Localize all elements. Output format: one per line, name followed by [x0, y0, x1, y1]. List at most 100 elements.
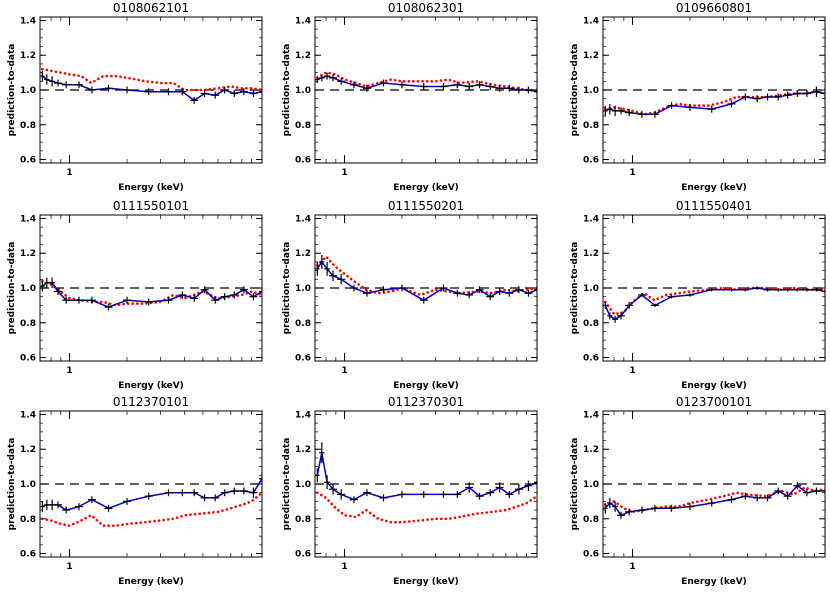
x-tick-label: 1 — [629, 562, 635, 572]
plot-data — [603, 86, 825, 118]
y-tick-label: 0.6 — [583, 550, 599, 560]
x-tick-label: 1 — [66, 366, 72, 376]
y-tick-label: 1.2 — [295, 51, 311, 61]
chart-title: 0111550401 — [676, 199, 752, 213]
model-series-line — [40, 67, 262, 92]
x-tick-label: 1 — [341, 168, 347, 178]
model-series-line — [40, 491, 262, 528]
data-series-line — [604, 287, 825, 321]
chart-title: 0112370301 — [388, 395, 464, 409]
data-series-line — [604, 484, 825, 517]
y-tick-label: 1.4 — [20, 410, 36, 420]
model-series-line — [40, 279, 262, 307]
x-tick-label: 1 — [341, 562, 347, 572]
y-axis-label: prediction-to-data — [570, 242, 580, 335]
y-tick-label: 1.0 — [295, 86, 311, 96]
y-axis-label: prediction-to-data — [7, 44, 17, 137]
y-tick-label: 1.4 — [583, 410, 599, 420]
x-axis-label: Energy (keV) — [118, 381, 184, 391]
x-tick-label: 1 — [629, 366, 635, 376]
y-tick-label: 1.2 — [583, 445, 599, 455]
x-tick-label: 1 — [66, 562, 72, 572]
y-tick-label: 1.0 — [20, 284, 36, 294]
y-tick-label: 0.8 — [583, 319, 599, 329]
data-series-line — [316, 452, 537, 501]
model-series-line — [315, 254, 537, 297]
plot-data — [315, 442, 537, 524]
x-tick-label: 1 — [629, 168, 635, 178]
y-tick-label: 0.6 — [20, 354, 36, 364]
y-tick-label: 1.0 — [20, 480, 36, 490]
plot-data — [315, 71, 537, 96]
chart-panel-5: 0111550201 0.6 0.8 1.0 1.2 1.4 1 Energy (keV) pr… — [282, 199, 538, 391]
chart-title: 0108062301 — [388, 1, 464, 15]
x-axis-label: Energy (keV) — [118, 577, 184, 587]
x-axis-label: Energy (keV) — [681, 381, 747, 391]
y-axis-label: prediction-to-data — [282, 438, 292, 531]
y-tick-label: 1.4 — [295, 214, 311, 224]
y-tick-label: 1.2 — [295, 249, 311, 259]
y-tick-label: 1.4 — [295, 410, 311, 420]
x-tick-label: 1 — [66, 168, 72, 178]
y-tick-label: 0.8 — [583, 121, 599, 131]
y-tick-label: 0.6 — [20, 156, 36, 166]
y-tick-label: 0.8 — [295, 121, 311, 131]
y-tick-label: 1.2 — [583, 249, 599, 259]
y-tick-label: 1.0 — [583, 284, 599, 294]
y-axis-label: prediction-to-data — [282, 44, 292, 137]
chart-panel-9: 0123700101 0.6 0.8 1.0 1.2 1.4 1 Energy (keV) pr… — [570, 395, 826, 587]
y-tick-label: 1.2 — [20, 445, 36, 455]
y-tick-label: 0.6 — [295, 354, 311, 364]
chart-panel-2: 0108062301 0.6 0.8 1.0 1.2 1.4 1 Energy (keV) pr… — [282, 1, 538, 193]
y-tick-label: 1.4 — [20, 214, 36, 224]
y-tick-label: 0.8 — [295, 319, 311, 329]
y-tick-label: 1.0 — [583, 480, 599, 490]
y-tick-label: 0.8 — [583, 515, 599, 525]
y-axis-label: prediction-to-data — [282, 242, 292, 335]
chart-panel-3: 0109660801 0.6 0.8 1.0 1.2 1.4 1 Energy (keV) pr… — [570, 1, 826, 193]
data-series-line — [41, 75, 262, 102]
chart-panel-4: 0111550101 0.6 0.8 1.0 1.2 1.4 1 Energy (keV) pr… — [7, 199, 263, 391]
model-series-line — [315, 491, 537, 524]
y-tick-label: 1.2 — [295, 445, 311, 455]
chart-title: 0108062101 — [113, 1, 189, 15]
y-tick-label: 1.2 — [20, 51, 36, 61]
y-tick-label: 0.6 — [295, 156, 311, 166]
plot-data — [603, 286, 825, 323]
chart-panel-8: 0112370301 0.6 0.8 1.0 1.2 1.4 1 Energy (keV) pr… — [282, 395, 538, 587]
x-axis-label: Energy (keV) — [681, 577, 747, 587]
y-axis-label: prediction-to-data — [570, 44, 580, 137]
y-tick-label: 1.2 — [583, 51, 599, 61]
plot-data — [315, 254, 537, 304]
model-series-line — [315, 71, 537, 92]
y-tick-label: 0.6 — [583, 354, 599, 364]
chart-panel-1: 0108062101 0.6 0.8 1.0 1.2 1.4 1 Energy (keV) pr… — [7, 1, 263, 193]
chart-title: 0112370101 — [113, 395, 189, 409]
y-tick-label: 1.4 — [583, 16, 599, 26]
chart-title: 0123700101 — [676, 395, 752, 409]
x-axis-label: Energy (keV) — [681, 183, 747, 193]
y-axis-label: prediction-to-data — [7, 438, 17, 531]
y-tick-label: 0.6 — [583, 156, 599, 166]
plot-data — [40, 277, 262, 311]
y-tick-label: 0.8 — [20, 319, 36, 329]
chart-title: 0111550101 — [113, 199, 189, 213]
y-tick-label: 0.6 — [20, 550, 36, 560]
y-tick-label: 1.0 — [583, 86, 599, 96]
x-axis-label: Energy (keV) — [118, 183, 184, 193]
y-tick-label: 1.2 — [20, 249, 36, 259]
data-series-line — [316, 260, 537, 302]
y-axis-label: prediction-to-data — [7, 242, 17, 335]
chart-title: 0109660801 — [676, 1, 752, 15]
y-tick-label: 1.4 — [20, 16, 36, 26]
y-axis-label: prediction-to-data — [570, 438, 580, 531]
y-tick-label: 0.8 — [20, 121, 36, 131]
y-tick-label: 0.6 — [295, 550, 311, 560]
plot-data — [40, 471, 262, 528]
x-axis-label: Energy (keV) — [393, 183, 459, 193]
x-axis-label: Energy (keV) — [393, 381, 459, 391]
plot-data — [603, 482, 825, 519]
y-tick-label: 1.0 — [295, 284, 311, 294]
model-series-line — [603, 286, 825, 316]
y-tick-label: 1.0 — [295, 480, 311, 490]
